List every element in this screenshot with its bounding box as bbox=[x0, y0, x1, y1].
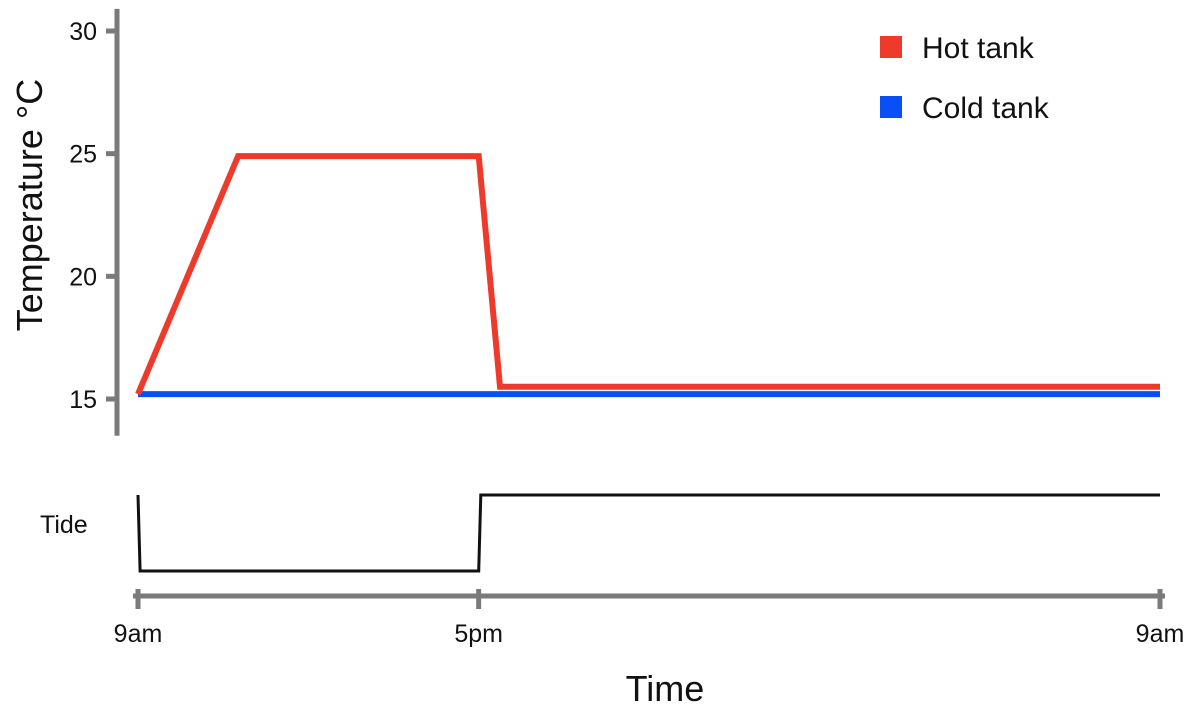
x-axis-title: Time bbox=[626, 668, 705, 709]
y-tick-label: 25 bbox=[69, 141, 97, 169]
y-tick-label: 30 bbox=[69, 18, 97, 46]
y-tick-label: 20 bbox=[69, 263, 97, 291]
legend-swatch bbox=[880, 36, 902, 58]
y-tick-label: 15 bbox=[69, 386, 97, 414]
legend-label: Hot tank bbox=[922, 32, 1035, 65]
tide-label: Tide bbox=[40, 511, 88, 539]
tide-line bbox=[136, 493, 1160, 573]
legend-swatch bbox=[880, 96, 902, 118]
series-layer bbox=[135, 153, 1160, 398]
x-tick-label: 9am bbox=[114, 620, 163, 648]
x-tick-label: 5pm bbox=[454, 620, 503, 648]
legend: Hot tank Cold tank bbox=[880, 32, 1050, 125]
legend-label: Cold tank bbox=[922, 92, 1050, 125]
axes: 15 20 25 30 9am 5pm 9am bbox=[69, 8, 1185, 648]
hot-tank-line bbox=[135, 153, 1160, 396]
tide-panel: Tide bbox=[40, 493, 1160, 573]
y-axis-title: Temperature °C bbox=[9, 79, 50, 332]
x-tick-label: 9am bbox=[1136, 620, 1185, 648]
